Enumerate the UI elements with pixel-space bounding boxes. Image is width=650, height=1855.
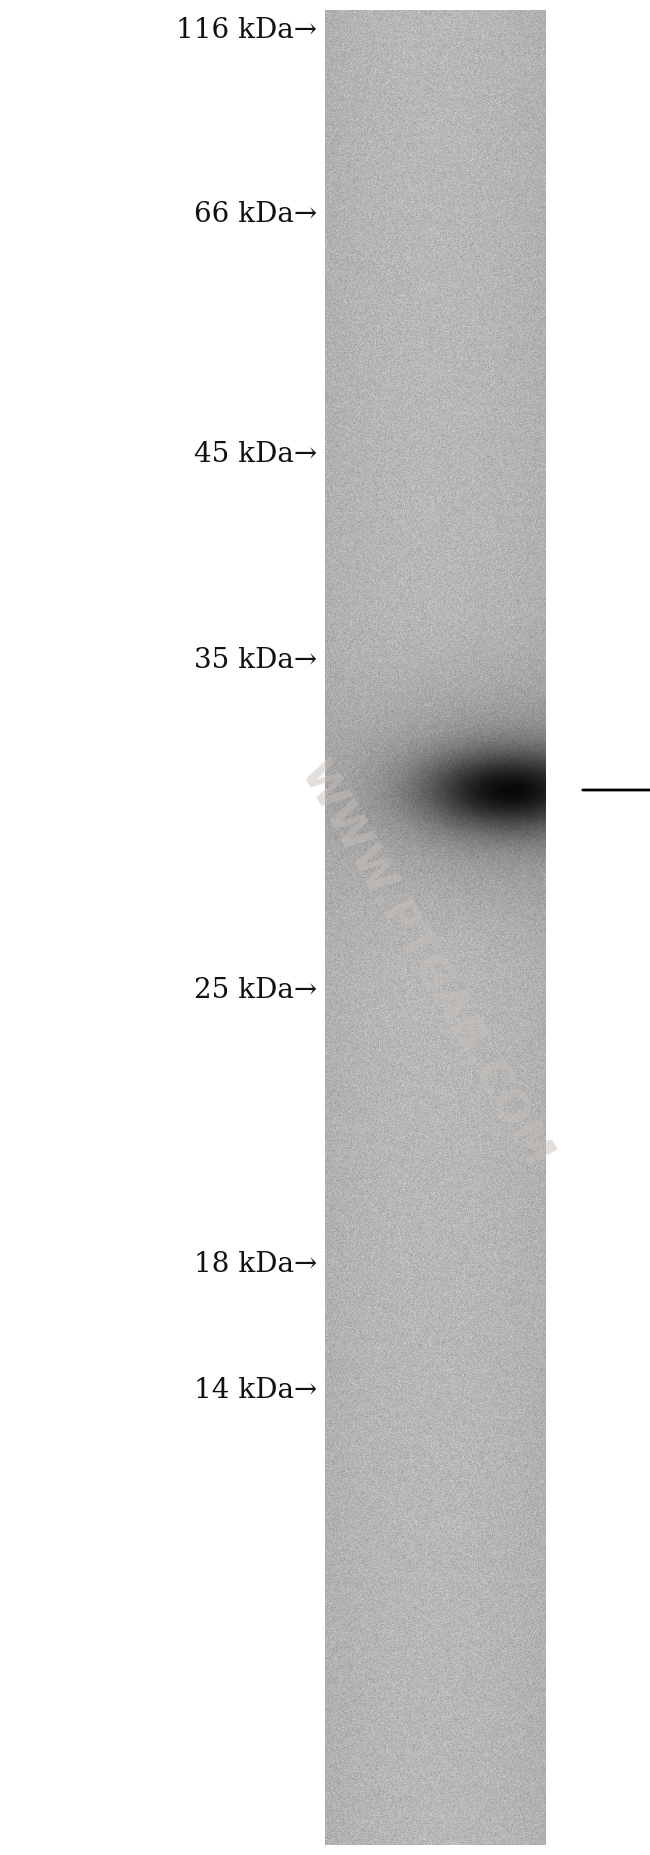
- Text: 18 kDa→: 18 kDa→: [194, 1252, 317, 1278]
- Text: 66 kDa→: 66 kDa→: [194, 202, 317, 228]
- Text: 45 kDa→: 45 kDa→: [194, 441, 317, 469]
- Text: 35 kDa→: 35 kDa→: [194, 647, 317, 673]
- Text: WWW.PTGAB.COM: WWW.PTGAB.COM: [292, 755, 559, 1174]
- Text: 14 kDa→: 14 kDa→: [194, 1376, 317, 1404]
- Text: 116 kDa→: 116 kDa→: [176, 17, 317, 43]
- Text: 25 kDa→: 25 kDa→: [194, 976, 317, 1004]
